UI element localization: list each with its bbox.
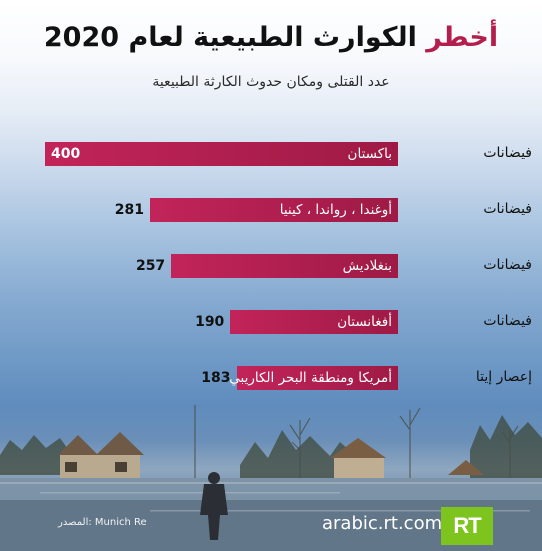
category-label: فيضانات	[483, 201, 532, 217]
bar-value-label: 281	[114, 202, 145, 218]
category-label: فيضانات	[483, 257, 532, 273]
bar-value-label: 257	[135, 258, 166, 274]
bar-location-label: باكستان	[347, 146, 392, 162]
category-label: فيضانات	[483, 313, 532, 329]
bar	[171, 254, 398, 278]
bar-location-label: أوغندا ، رواندا ، كينيا	[279, 202, 392, 218]
chart-subtitle: عدد القتلى ومكان حدوث الكارثة الطبيعية	[152, 74, 390, 90]
bar-location-label: بنغلاديش	[342, 258, 392, 274]
title-rest: الكوارث الطبيعية لعام 2020	[43, 22, 417, 53]
category-label: إعصار إيتا	[475, 369, 532, 385]
bar	[45, 142, 398, 166]
title-accent: أخطر	[426, 22, 499, 53]
bar-value-label: 183	[201, 370, 231, 386]
category-label: فيضانات	[483, 145, 532, 161]
chart-title: أخطر الكوارث الطبيعية لعام 2020	[0, 22, 542, 53]
site-url: arabic.rt.com	[322, 513, 443, 534]
bar-value-label: 400	[51, 146, 81, 162]
bar-location-label: أمريكا ومنطقة البحر الكاريبي	[229, 370, 392, 386]
bar	[230, 310, 398, 334]
bar	[150, 198, 398, 222]
bar-location-label: أفغانستان	[337, 314, 392, 330]
source-credit: المصدر: Munich Re	[58, 517, 147, 528]
rt-logo: RT	[441, 507, 493, 545]
bar	[236, 366, 398, 390]
bar-value-label: 190	[195, 314, 225, 330]
